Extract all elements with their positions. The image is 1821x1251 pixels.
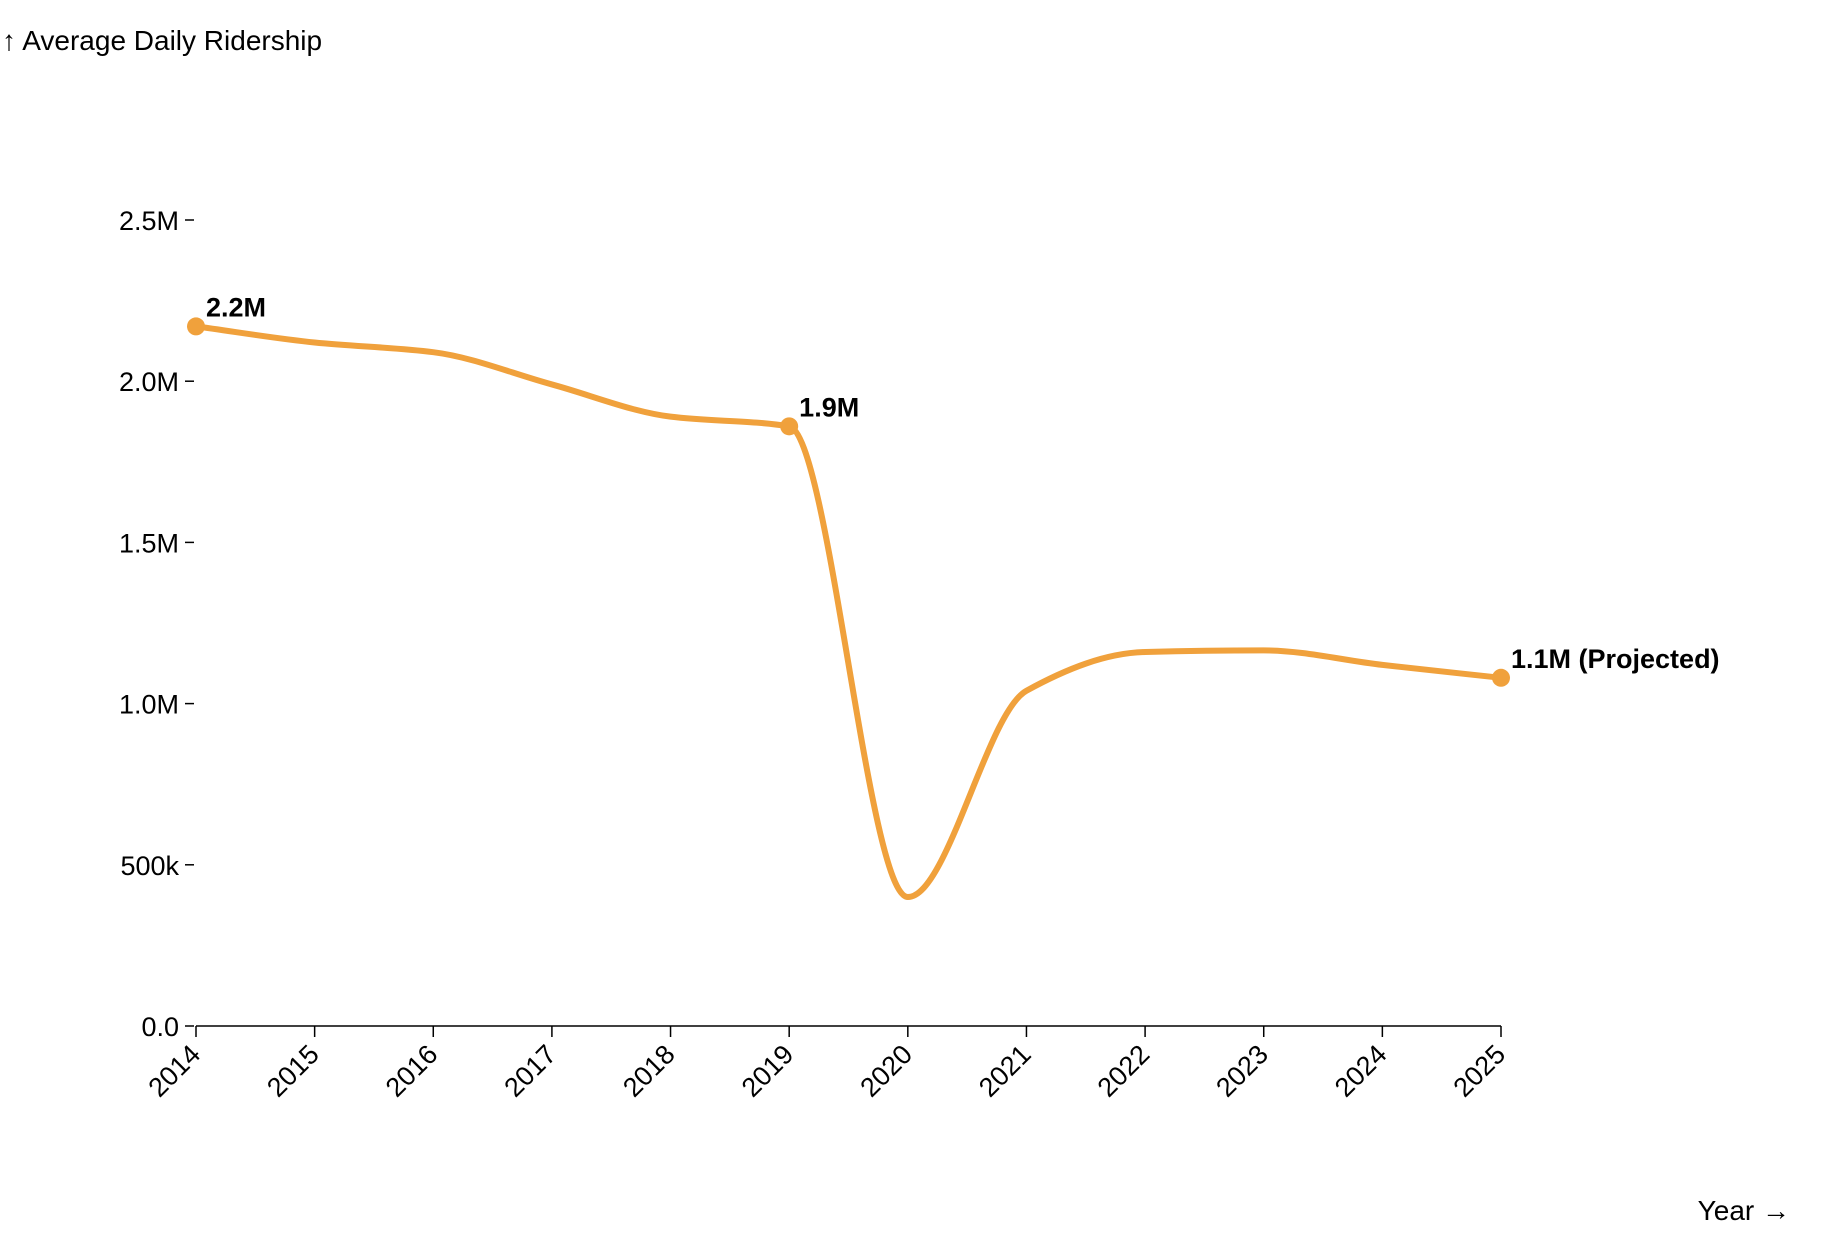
x-tick-label: 2018 bbox=[617, 1039, 681, 1103]
data-label-2019: 1.9M bbox=[799, 392, 859, 422]
x-tick-label: 2019 bbox=[736, 1039, 800, 1103]
y-tick-label: 2.0M bbox=[119, 367, 179, 397]
y-tick-label: 2.5M bbox=[119, 206, 179, 236]
y-axis: 0.0 500k 1.0M 1.5M 2.0M 2.5M bbox=[119, 206, 194, 1042]
x-tick-label: 2016 bbox=[380, 1039, 444, 1103]
data-point-2014 bbox=[187, 317, 205, 336]
ridership-series-line bbox=[193, 323, 1504, 901]
x-tick-label: 2021 bbox=[973, 1039, 1037, 1103]
data-label-2025: 1.1M (Projected) bbox=[1511, 644, 1720, 674]
data-point-2025 bbox=[1492, 668, 1510, 687]
y-tick-label: 500k bbox=[120, 851, 179, 881]
x-axis: 2014 2015 2016 2017 2018 2019 2020 2021 2022 2023… bbox=[143, 1025, 1512, 1103]
data-label-2014: 2.2M bbox=[206, 292, 266, 322]
x-tick-label: 2020 bbox=[854, 1039, 918, 1103]
y-tick-label: 1.0M bbox=[119, 690, 179, 720]
data-point-2019 bbox=[780, 417, 799, 436]
y-tick-label: 0.0 bbox=[141, 1012, 179, 1042]
annotated-points: 2.2M 1.9M 1.1M (Projected) bbox=[187, 292, 1720, 687]
x-tick-label: 2025 bbox=[1448, 1039, 1512, 1103]
x-tick-label: 2022 bbox=[1092, 1039, 1156, 1103]
x-tick-label: 2014 bbox=[143, 1039, 207, 1103]
x-axis-title: Year → bbox=[1698, 1195, 1790, 1226]
x-tick-label: 2017 bbox=[498, 1039, 562, 1103]
x-tick-label: 2024 bbox=[1329, 1039, 1393, 1103]
x-tick-label: 2015 bbox=[261, 1039, 325, 1103]
x-tick-label: 2023 bbox=[1210, 1039, 1274, 1103]
y-tick-label: 1.5M bbox=[119, 528, 179, 558]
y-axis-title: ↑ Average Daily Ridership bbox=[2, 25, 322, 56]
